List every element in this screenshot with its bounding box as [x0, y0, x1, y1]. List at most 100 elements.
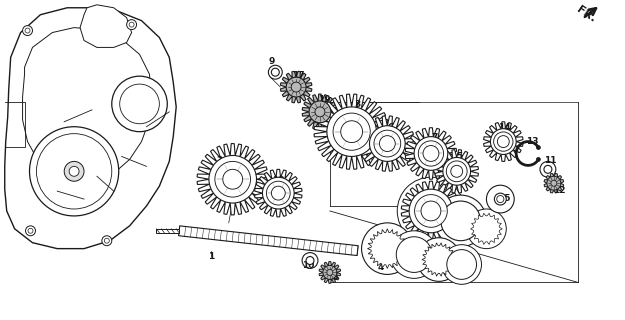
Circle shape	[379, 136, 395, 151]
Circle shape	[209, 156, 256, 203]
Circle shape	[25, 28, 30, 33]
Text: 14: 14	[498, 123, 511, 132]
Circle shape	[309, 101, 331, 123]
Circle shape	[442, 245, 481, 284]
Circle shape	[104, 238, 109, 243]
Circle shape	[398, 177, 464, 245]
Text: 18: 18	[272, 176, 285, 185]
Polygon shape	[179, 226, 358, 256]
Text: 6: 6	[388, 123, 394, 132]
Circle shape	[327, 107, 376, 156]
Circle shape	[262, 177, 294, 209]
Circle shape	[435, 195, 486, 247]
Circle shape	[374, 130, 401, 157]
Circle shape	[497, 196, 504, 203]
Circle shape	[127, 20, 136, 29]
Text: 16: 16	[326, 273, 338, 282]
Polygon shape	[254, 169, 302, 217]
Circle shape	[443, 157, 471, 185]
Circle shape	[333, 113, 370, 150]
Text: 11: 11	[544, 156, 556, 165]
Text: 17: 17	[292, 71, 305, 80]
Text: 5: 5	[457, 152, 463, 161]
Circle shape	[467, 209, 506, 249]
Circle shape	[362, 223, 413, 275]
Circle shape	[120, 84, 159, 124]
Circle shape	[446, 161, 467, 182]
Circle shape	[112, 76, 168, 132]
Circle shape	[551, 180, 557, 186]
Circle shape	[26, 226, 36, 236]
Polygon shape	[401, 181, 461, 241]
Polygon shape	[359, 116, 415, 171]
Polygon shape	[471, 213, 502, 244]
Text: 2: 2	[216, 156, 222, 165]
Circle shape	[271, 68, 279, 76]
Circle shape	[540, 161, 556, 177]
Circle shape	[451, 165, 462, 177]
Circle shape	[341, 121, 362, 143]
Circle shape	[494, 132, 513, 151]
Text: 15: 15	[498, 194, 511, 203]
Circle shape	[547, 176, 561, 190]
Polygon shape	[5, 8, 176, 249]
Text: 9: 9	[268, 57, 275, 66]
Polygon shape	[319, 261, 341, 283]
Text: 8: 8	[414, 209, 421, 218]
Polygon shape	[544, 173, 564, 193]
Circle shape	[323, 266, 337, 279]
Text: 7: 7	[431, 132, 437, 142]
Circle shape	[390, 231, 438, 278]
Text: 19: 19	[318, 95, 331, 104]
Circle shape	[36, 134, 112, 209]
Circle shape	[544, 165, 552, 173]
Circle shape	[22, 26, 32, 36]
Polygon shape	[197, 144, 268, 215]
Circle shape	[369, 126, 405, 161]
Circle shape	[266, 181, 290, 205]
Circle shape	[498, 136, 509, 148]
Circle shape	[414, 137, 447, 170]
Circle shape	[315, 107, 325, 117]
Polygon shape	[281, 71, 312, 103]
Circle shape	[494, 193, 506, 205]
Circle shape	[447, 250, 476, 279]
Circle shape	[418, 141, 444, 166]
Circle shape	[291, 82, 301, 92]
Circle shape	[421, 201, 441, 221]
Circle shape	[222, 169, 243, 189]
Polygon shape	[156, 229, 179, 233]
Circle shape	[69, 166, 79, 176]
Circle shape	[536, 146, 541, 149]
Polygon shape	[405, 128, 457, 179]
Text: 4: 4	[378, 263, 384, 272]
Circle shape	[302, 252, 318, 268]
Circle shape	[536, 157, 541, 161]
Polygon shape	[435, 150, 478, 193]
Circle shape	[327, 269, 333, 276]
Circle shape	[64, 161, 84, 181]
Circle shape	[102, 236, 112, 246]
Circle shape	[441, 201, 481, 241]
Text: 12: 12	[553, 186, 566, 195]
Text: 3: 3	[354, 100, 361, 109]
Circle shape	[417, 238, 461, 281]
Circle shape	[215, 161, 251, 197]
Polygon shape	[422, 243, 456, 276]
Circle shape	[28, 228, 33, 233]
Polygon shape	[368, 229, 407, 268]
Text: 13: 13	[526, 137, 539, 146]
Polygon shape	[484, 122, 523, 161]
Circle shape	[396, 237, 432, 272]
Circle shape	[486, 185, 514, 213]
Polygon shape	[302, 94, 338, 130]
Polygon shape	[22, 28, 151, 181]
Text: 1: 1	[208, 252, 214, 260]
Text: FR.: FR.	[574, 5, 598, 25]
Circle shape	[271, 186, 285, 200]
Circle shape	[423, 146, 439, 161]
Circle shape	[268, 65, 282, 79]
Circle shape	[29, 127, 119, 216]
Circle shape	[286, 77, 306, 97]
Circle shape	[414, 195, 447, 227]
